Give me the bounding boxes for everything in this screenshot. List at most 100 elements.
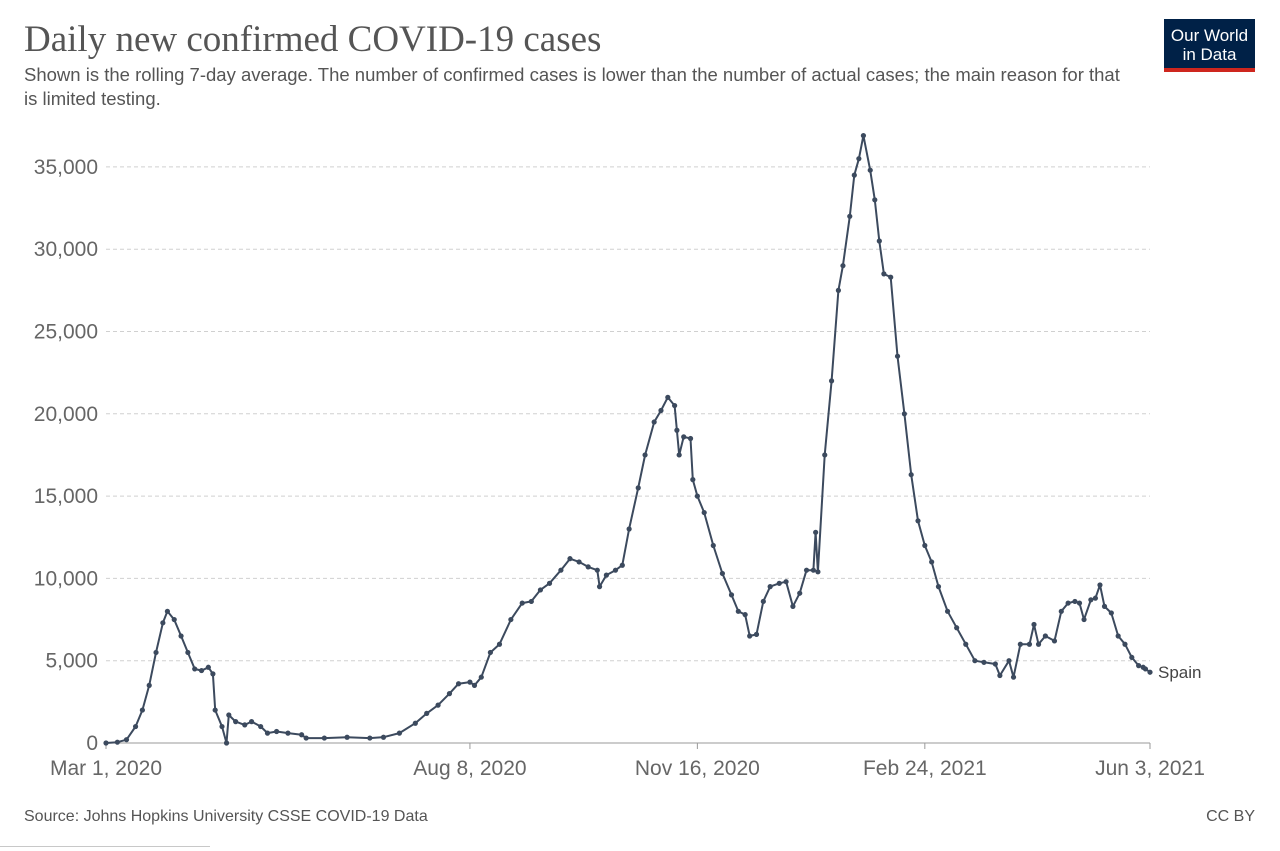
data-point[interactable] — [219, 723, 225, 730]
series-label-spain[interactable]: Spain — [1158, 663, 1201, 682]
data-point[interactable] — [954, 625, 960, 631]
data-point[interactable] — [944, 608, 951, 614]
data-point[interactable] — [760, 598, 766, 605]
data-point[interactable] — [867, 167, 873, 173]
license-link[interactable]: CC BY — [1206, 808, 1255, 825]
data-point[interactable] — [546, 580, 553, 586]
data-point[interactable] — [594, 567, 600, 573]
data-point[interactable] — [455, 681, 462, 687]
data-point[interactable] — [478, 674, 484, 680]
data-point[interactable] — [223, 740, 230, 746]
data-point[interactable] — [803, 567, 810, 573]
data-point[interactable] — [273, 728, 280, 735]
data-point[interactable] — [210, 671, 216, 677]
data-point[interactable] — [1051, 638, 1058, 644]
data-point[interactable] — [847, 213, 853, 219]
data-point[interactable] — [321, 735, 327, 741]
data-point[interactable] — [412, 720, 418, 726]
data-point[interactable] — [537, 587, 544, 593]
data-point[interactable] — [1010, 674, 1017, 680]
data-point[interactable] — [694, 493, 700, 499]
data-point[interactable] — [658, 407, 664, 414]
series-line[interactable] — [105, 134, 1151, 744]
data-point[interactable] — [997, 672, 1003, 679]
owid-logo[interactable]: Our World in Data — [1164, 19, 1255, 72]
data-point[interactable] — [1058, 608, 1064, 614]
data-point[interactable] — [915, 518, 921, 524]
data-point[interactable] — [876, 238, 882, 244]
data-point[interactable] — [192, 666, 198, 672]
data-point[interactable] — [242, 722, 248, 728]
data-point[interactable] — [114, 739, 120, 745]
data-point[interactable] — [835, 287, 841, 293]
data-point[interactable] — [1076, 600, 1083, 606]
data-point[interactable] — [299, 732, 305, 738]
data-point[interactable] — [487, 649, 493, 656]
data-point[interactable] — [813, 529, 819, 535]
data-point[interactable] — [815, 569, 821, 575]
data-point[interactable] — [185, 649, 191, 656]
data-point[interactable] — [635, 485, 641, 491]
data-point[interactable] — [303, 735, 309, 741]
data-point[interactable] — [619, 562, 625, 568]
data-point[interactable] — [380, 734, 387, 740]
data-point[interactable] — [146, 682, 152, 688]
data-point[interactable] — [701, 509, 707, 516]
data-point[interactable] — [674, 427, 680, 433]
data-point[interactable] — [710, 542, 716, 549]
data-point[interactable] — [558, 567, 564, 573]
data-point[interactable] — [1108, 610, 1114, 616]
data-point[interactable] — [1122, 641, 1128, 647]
data-point[interactable] — [585, 564, 591, 570]
data-point[interactable] — [860, 133, 867, 139]
data-point[interactable] — [139, 707, 145, 713]
data-point[interactable] — [1088, 597, 1094, 603]
data-point[interactable] — [1142, 666, 1149, 672]
data-point[interactable] — [972, 658, 978, 664]
data-point[interactable] — [783, 579, 789, 585]
data-point[interactable] — [753, 631, 760, 637]
data-point[interactable] — [1129, 654, 1135, 661]
data-point[interactable] — [567, 556, 573, 562]
data-point[interactable] — [1072, 598, 1078, 605]
data-point[interactable] — [742, 612, 748, 618]
data-point[interactable] — [665, 394, 671, 400]
data-point[interactable] — [1065, 600, 1071, 606]
data-point[interactable] — [198, 667, 205, 674]
data-point[interactable] — [576, 559, 582, 565]
data-point[interactable] — [642, 452, 648, 458]
data-point[interactable] — [103, 740, 109, 746]
data-point[interactable] — [1031, 621, 1037, 628]
data-point[interactable] — [424, 710, 430, 716]
data-point[interactable] — [1097, 582, 1103, 588]
data-point[interactable] — [687, 435, 694, 442]
data-point[interactable] — [367, 735, 373, 741]
data-point[interactable] — [672, 402, 678, 409]
data-point[interactable] — [651, 419, 657, 425]
data-point[interactable] — [797, 590, 803, 596]
data-point[interactable] — [123, 737, 130, 743]
data-point[interactable] — [1101, 603, 1108, 609]
source-note[interactable]: Source: Johns Hopkins University CSSE CO… — [24, 808, 428, 825]
data-point[interactable] — [233, 719, 239, 725]
data-point[interactable] — [790, 603, 796, 609]
data-point[interactable] — [248, 719, 255, 725]
data-point[interactable] — [528, 598, 534, 605]
data-point[interactable] — [981, 659, 987, 665]
data-point[interactable] — [728, 592, 735, 598]
data-point[interactable] — [396, 730, 403, 736]
data-point[interactable] — [908, 472, 914, 478]
data-point[interactable] — [164, 608, 171, 614]
data-point[interactable] — [922, 542, 928, 549]
data-point[interactable] — [344, 734, 350, 740]
data-point[interactable] — [264, 730, 271, 736]
data-point[interactable] — [1092, 595, 1099, 601]
data-point[interactable] — [735, 608, 741, 614]
data-point[interactable] — [285, 730, 291, 736]
data-point[interactable] — [153, 649, 159, 656]
data-point[interactable] — [881, 271, 887, 277]
data-point[interactable] — [435, 702, 441, 708]
data-point[interactable] — [901, 411, 907, 417]
data-point[interactable] — [767, 584, 773, 590]
data-point[interactable] — [681, 434, 687, 440]
